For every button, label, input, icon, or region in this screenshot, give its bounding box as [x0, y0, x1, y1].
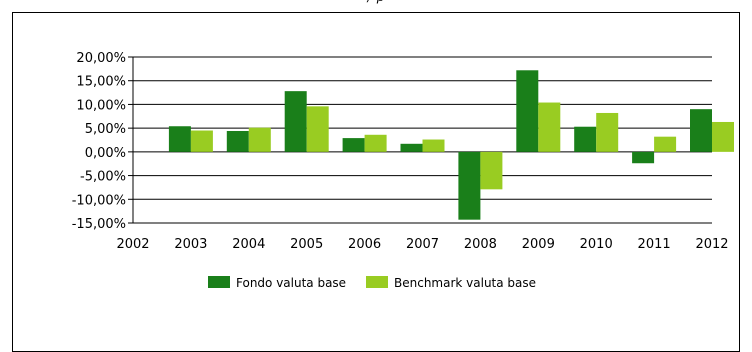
bar-benchmark-2011: [654, 136, 677, 152]
bar-fondo-2005: [284, 91, 307, 152]
legend-label-0: Fondo valuta base: [236, 276, 346, 290]
chart: 20,00% 15,00% 10,00% 5,00% 0,00% -5,00% -10,00…: [72, 51, 734, 290]
bar-benchmark-2003: [190, 130, 213, 152]
x-tick-label: 2012: [695, 237, 728, 252]
x-tick-label: 2003: [174, 237, 207, 252]
x-tick-label: 2007: [406, 237, 439, 252]
bar-fondo-2012: [690, 109, 712, 152]
bar-benchmark-2006: [364, 134, 387, 152]
x-tick-label: 2010: [580, 237, 613, 252]
legend-label-1: Benchmark valuta base: [394, 276, 536, 290]
bar-fondo-2007: [400, 143, 423, 152]
x-tick-labels: 2002 2003 2004 2005 2006 2007 2008 2009 2010 2011…: [116, 237, 728, 252]
x-tick-label: 2008: [464, 237, 497, 252]
bar-benchmark-2010: [596, 112, 619, 152]
y-tick-label: -5,00%: [80, 170, 126, 185]
x-tick-label: 2011: [638, 237, 671, 252]
bar-fondo-2004: [226, 130, 249, 152]
bar-benchmark-2009: [538, 102, 561, 152]
legend: Fondo valuta base Benchmark valuta base: [208, 276, 536, 290]
bar-fondo-2011: [632, 151, 655, 164]
y-tick-label: 0,00%: [85, 146, 126, 161]
y-tick-labels: 20,00% 15,00% 10,00% 5,00% 0,00% -5,00% -10,00…: [72, 51, 126, 232]
x-tick-label: 2009: [522, 237, 555, 252]
x-tick-label: 2002: [116, 237, 149, 252]
x-tick-label: 2004: [232, 237, 265, 252]
bar-benchmark-2004: [248, 127, 271, 152]
bar-benchmark-2007: [422, 139, 445, 152]
bar-benchmark-2008: [480, 151, 503, 190]
y-tick-label: 5,00%: [85, 122, 126, 137]
y-tick-label: 10,00%: [76, 98, 126, 113]
bar-benchmark-2012: [712, 121, 734, 152]
legend-swatch-1: [366, 276, 388, 288]
y-tick-label: 20,00%: [76, 51, 126, 66]
clipped-top-text: / p: [0, 0, 752, 5]
gridlines: [128, 56, 712, 224]
bar-fondo-2003: [168, 126, 191, 152]
x-tick-label: 2006: [348, 237, 381, 252]
bar-benchmark-2005: [306, 106, 329, 152]
x-tick-label: 2005: [290, 237, 323, 252]
bar-fondo-2006: [342, 138, 365, 152]
bar-fondo-2009: [516, 70, 539, 152]
bar-fondo-2010: [574, 126, 597, 152]
bar-fondo-2008: [458, 151, 481, 220]
bars: [168, 70, 734, 220]
y-tick-label: 15,00%: [76, 75, 126, 90]
y-tick-label: -15,00%: [72, 217, 126, 232]
y-tick-label: -10,00%: [72, 193, 126, 208]
legend-swatch-0: [208, 276, 230, 288]
